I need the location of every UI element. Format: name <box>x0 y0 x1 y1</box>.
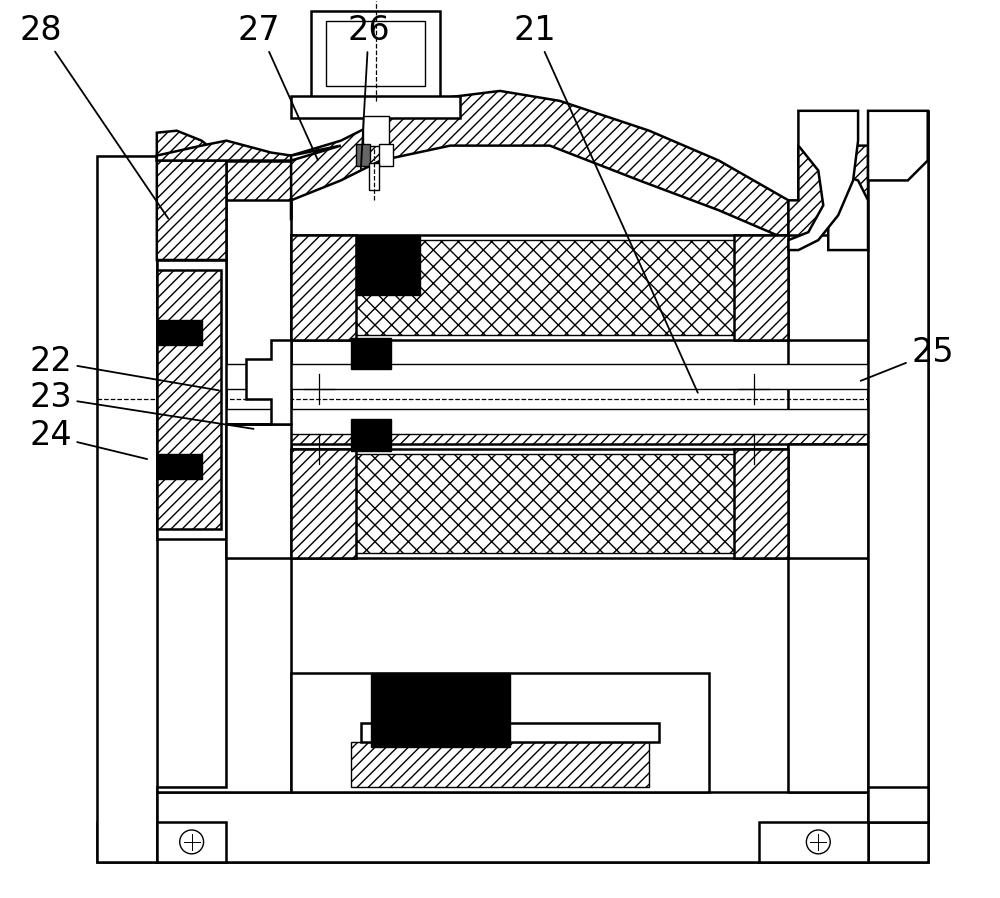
Bar <box>326 22 425 86</box>
Bar <box>291 96 460 118</box>
Polygon shape <box>157 822 226 862</box>
Polygon shape <box>157 454 202 479</box>
Polygon shape <box>291 235 356 339</box>
Bar <box>356 144 370 165</box>
Polygon shape <box>788 145 868 300</box>
Polygon shape <box>759 822 868 862</box>
Polygon shape <box>226 424 868 444</box>
Polygon shape <box>226 161 291 200</box>
Bar <box>363 116 389 145</box>
Circle shape <box>180 830 204 854</box>
Polygon shape <box>734 449 788 559</box>
Polygon shape <box>157 141 291 161</box>
Polygon shape <box>157 161 291 792</box>
Polygon shape <box>351 240 769 335</box>
Polygon shape <box>157 131 226 260</box>
Polygon shape <box>734 235 788 339</box>
Polygon shape <box>157 409 868 434</box>
Polygon shape <box>788 235 868 339</box>
Polygon shape <box>226 424 291 559</box>
Polygon shape <box>291 235 788 339</box>
Polygon shape <box>157 260 226 539</box>
Polygon shape <box>356 235 420 295</box>
Polygon shape <box>226 424 291 559</box>
Polygon shape <box>351 743 649 788</box>
Polygon shape <box>351 338 391 369</box>
Polygon shape <box>788 145 868 792</box>
Text: 22: 22 <box>29 345 219 391</box>
Polygon shape <box>788 235 868 339</box>
Circle shape <box>806 830 830 854</box>
Polygon shape <box>157 161 291 792</box>
Text: 25: 25 <box>861 336 954 381</box>
Text: 23: 23 <box>29 381 254 429</box>
Text: 26: 26 <box>347 13 390 169</box>
Polygon shape <box>157 270 221 529</box>
Polygon shape <box>371 673 510 747</box>
Polygon shape <box>868 387 928 411</box>
Polygon shape <box>97 155 157 822</box>
Polygon shape <box>226 339 291 424</box>
Polygon shape <box>351 454 769 553</box>
Text: 27: 27 <box>238 13 318 160</box>
Polygon shape <box>788 444 868 559</box>
Bar <box>311 12 440 101</box>
Text: 21: 21 <box>514 13 698 392</box>
Polygon shape <box>291 449 788 559</box>
Polygon shape <box>351 419 391 451</box>
Polygon shape <box>291 449 356 559</box>
Text: 24: 24 <box>29 419 147 459</box>
Polygon shape <box>868 110 928 180</box>
Text: 28: 28 <box>19 13 168 218</box>
Bar <box>369 163 379 190</box>
Polygon shape <box>157 320 202 345</box>
Polygon shape <box>291 91 788 240</box>
Polygon shape <box>157 792 868 862</box>
Polygon shape <box>868 110 928 862</box>
Polygon shape <box>828 171 868 250</box>
Polygon shape <box>157 145 341 161</box>
Polygon shape <box>157 365 868 390</box>
Polygon shape <box>788 110 858 250</box>
Bar <box>379 144 393 165</box>
Polygon shape <box>788 444 868 559</box>
Polygon shape <box>868 788 928 822</box>
Polygon shape <box>97 155 157 862</box>
Polygon shape <box>97 822 928 862</box>
Polygon shape <box>788 145 868 792</box>
Polygon shape <box>868 110 928 822</box>
Polygon shape <box>361 723 659 743</box>
Polygon shape <box>291 673 709 792</box>
